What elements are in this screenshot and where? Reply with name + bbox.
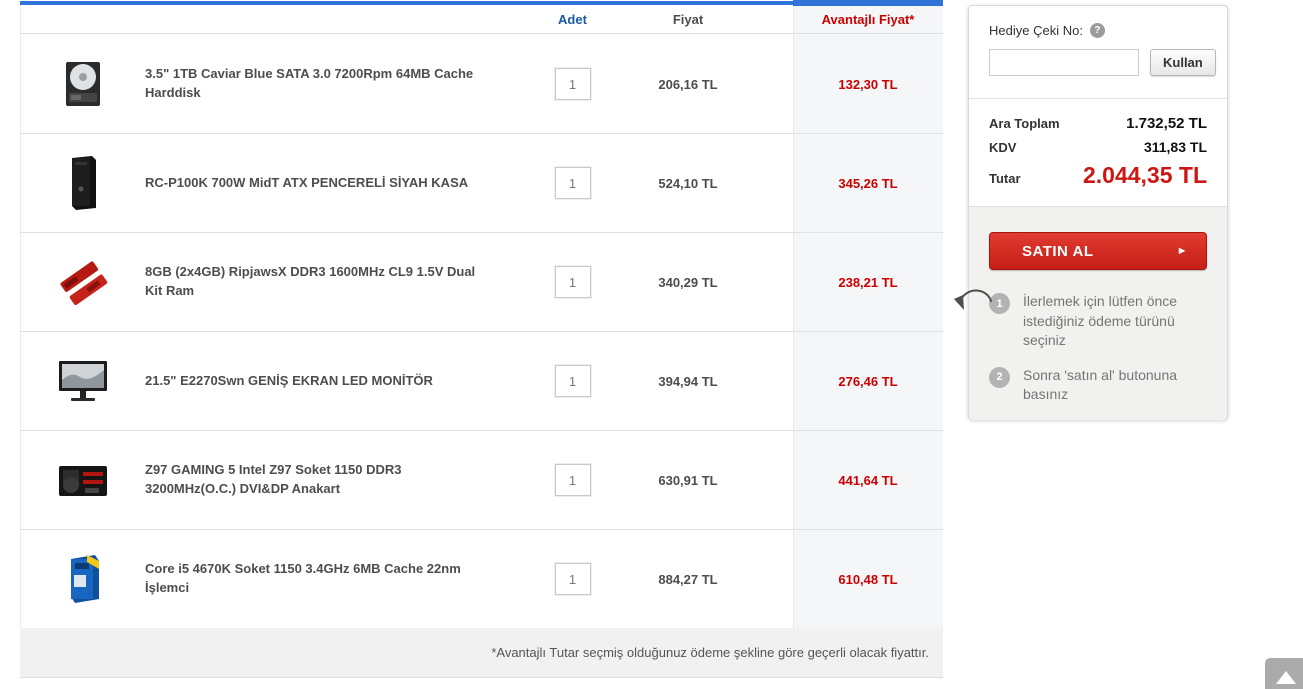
scroll-to-top-button[interactable] — [1265, 658, 1303, 689]
product-name: Core i5 4670K Soket 1150 3.4GHz 6MB Cach… — [145, 561, 461, 595]
product-image — [57, 256, 109, 308]
product-image — [63, 553, 103, 605]
curved-arrow-icon — [954, 289, 992, 310]
table-row: Core i5 4670K Soket 1150 3.4GHz 6MB Cach… — [20, 530, 943, 629]
table-rows: 3.5" 1TB Caviar Blue SATA 3.0 7200Rpm 64… — [20, 35, 943, 629]
product-advantage-price: 345,26 TL — [838, 175, 898, 191]
product-price: 340,29 TL — [658, 274, 718, 290]
column-header-advantage-price: Avantajlı Fiyat* — [821, 12, 915, 27]
step-2: 2 Sonra 'satın al' butonuna basınız — [989, 366, 1207, 405]
cart-table: Adet Fiyat Avantajlı Fiyat* 3.5" 1TB Cav… — [20, 0, 943, 678]
product-name: Z97 GAMING 5 Intel Z97 Soket 1150 DDR3 3… — [145, 462, 402, 496]
checkout-sidebar: Hediye Çeki No: ? Kullan Ara Toplam 1.73… — [968, 5, 1228, 420]
quantity-input[interactable] — [553, 265, 592, 299]
advantage-column-background — [793, 6, 943, 628]
quantity-input[interactable] — [553, 166, 592, 200]
buy-button-label: SATIN AL — [1022, 242, 1094, 260]
product-price: 630,91 TL — [658, 472, 718, 488]
product-advantage-price: 441,64 TL — [838, 472, 898, 488]
product-name: 8GB (2x4GB) RipjawsX DDR3 1600MHz CL9 1.… — [145, 264, 476, 298]
vat-label: KDV — [989, 140, 1017, 155]
product-name: 3.5" 1TB Caviar Blue SATA 3.0 7200Rpm 64… — [145, 66, 474, 100]
table-header-row: Adet Fiyat Avantajlı Fiyat* — [20, 5, 943, 34]
total-value: 2.044,35 TL — [1082, 162, 1207, 188]
quantity-input[interactable] — [553, 67, 592, 101]
product-advantage-price: 238,21 TL — [838, 274, 898, 290]
subtotal-value: 1.732,52 TL — [1126, 115, 1207, 132]
gift-cheque-label: Hediye Çeki No: — [989, 23, 1083, 38]
product-price: 394,94 TL — [658, 373, 718, 389]
divider — [969, 98, 1227, 99]
quantity-input[interactable] — [553, 463, 592, 497]
quantity-input[interactable] — [553, 364, 592, 398]
advantage-column-accent-bar — [793, 0, 943, 6]
step-2-badge: 2 — [989, 366, 1010, 388]
total-label: Tutar — [989, 171, 1021, 186]
product-advantage-price: 276,46 TL — [838, 373, 898, 389]
table-row: 21.5" E2270Swn GENİŞ EKRAN LED MONİTÖR 3… — [20, 332, 943, 431]
step-1-text: İlerlemek için lütfen önce istediğiniz ö… — [1023, 293, 1178, 349]
step-2-text: Sonra 'satın al' butonuna basınız — [1023, 366, 1178, 403]
product-name: 21.5" E2270Swn GENİŞ EKRAN LED MONİTÖR — [145, 372, 433, 388]
table-row: 3.5" 1TB Caviar Blue SATA 3.0 7200Rpm 64… — [20, 35, 943, 134]
step-1-badge: 1 — [989, 293, 1010, 314]
vat-value: 311,83 TL — [1143, 139, 1207, 155]
table-row: Z97 GAMING 5 Intel Z97 Soket 1150 DDR3 3… — [20, 431, 943, 530]
product-price: 206,16 TL — [658, 76, 718, 92]
product-price: 884,27 TL — [658, 571, 718, 587]
buy-button[interactable]: SATIN AL ► — [989, 232, 1207, 270]
product-image — [66, 155, 100, 211]
use-gift-cheque-button[interactable]: Kullan — [1150, 49, 1216, 76]
gift-cheque-section: Hediye Çeki No: ? Kullan — [969, 6, 1227, 98]
gift-cheque-input[interactable] — [989, 49, 1139, 76]
column-header-quantity: Adet — [558, 12, 587, 27]
table-row: 8GB (2x4GB) RipjawsX DDR3 1600MHz CL9 1.… — [20, 233, 943, 332]
product-image — [63, 60, 103, 108]
product-image — [55, 458, 111, 502]
column-header-price: Fiyat — [672, 12, 704, 27]
product-advantage-price: 610,48 TL — [838, 571, 898, 587]
order-summary: Ara Toplam 1.732,52 TL KDV 311,83 TL Tut… — [969, 99, 1227, 206]
product-image — [57, 359, 109, 403]
product-name: RC-P100K 700W MidT ATX PENCERELİ SİYAH K… — [145, 174, 469, 190]
help-icon[interactable]: ? — [1089, 23, 1105, 38]
product-advantage-price: 132,30 TL — [838, 76, 898, 92]
step-1: 1 İlerlemek için lütfen önce istediğiniz… — [989, 292, 1207, 351]
table-row: RC-P100K 700W MidT ATX PENCERELİ SİYAH K… — [20, 134, 943, 233]
quantity-input[interactable] — [553, 562, 592, 596]
arrow-right-icon: ► — [1176, 245, 1188, 257]
subtotal-label: Ara Toplam — [989, 116, 1060, 131]
product-price: 524,10 TL — [658, 175, 718, 191]
purchase-steps-section: SATIN AL ► 1 İlerlemek için lütfen önce … — [969, 206, 1227, 420]
table-top-accent-bar — [20, 1, 793, 5]
table-footnote: *Avantajlı Tutar seçmiş olduğunuz ödeme … — [20, 628, 943, 678]
arrow-up-icon — [1276, 671, 1296, 684]
